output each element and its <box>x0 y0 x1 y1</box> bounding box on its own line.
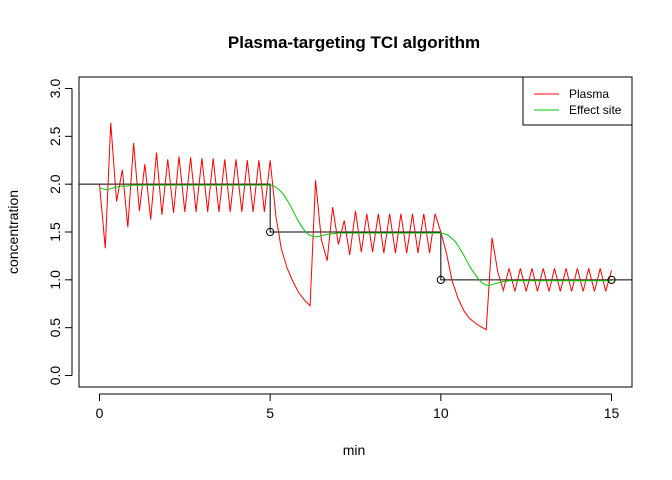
target-point <box>607 275 616 284</box>
x-tick-label: 15 <box>604 405 620 421</box>
plot-area: 0 5 10 15 0.0 0.5 1.0 1.5 2.0 2.5 3.0 <box>47 76 633 421</box>
plot-frame <box>78 76 633 388</box>
legend: Plasma Effect site <box>522 76 633 126</box>
series-line-effect-site <box>99 184 612 287</box>
y-tick-label: 1.5 <box>47 222 63 242</box>
legend-box <box>522 76 633 126</box>
x-axis-label: min <box>343 442 366 458</box>
chart-title: Plasma-targeting TCI algorithm <box>228 33 480 52</box>
y-tick-label: 0.5 <box>47 318 63 338</box>
target-point <box>266 227 275 237</box>
series-group <box>79 122 632 331</box>
legend-label: Effect site <box>569 103 622 117</box>
y-tick-label: 0.0 <box>47 366 63 386</box>
x-tick-label: 0 <box>96 405 104 421</box>
series-line-plasma <box>98 122 613 331</box>
y-tick-label: 2.5 <box>47 126 63 146</box>
y-axis-label: concentration <box>5 190 21 274</box>
x-tick-label: 5 <box>266 405 274 421</box>
y-tick-label: 1.0 <box>47 270 63 290</box>
target-point <box>436 275 445 284</box>
y-tick-label: 2.0 <box>47 174 63 194</box>
legend-label: Plasma <box>569 87 609 101</box>
x-tick-label: 10 <box>433 405 449 421</box>
y-tick-label: 3.0 <box>47 79 63 99</box>
